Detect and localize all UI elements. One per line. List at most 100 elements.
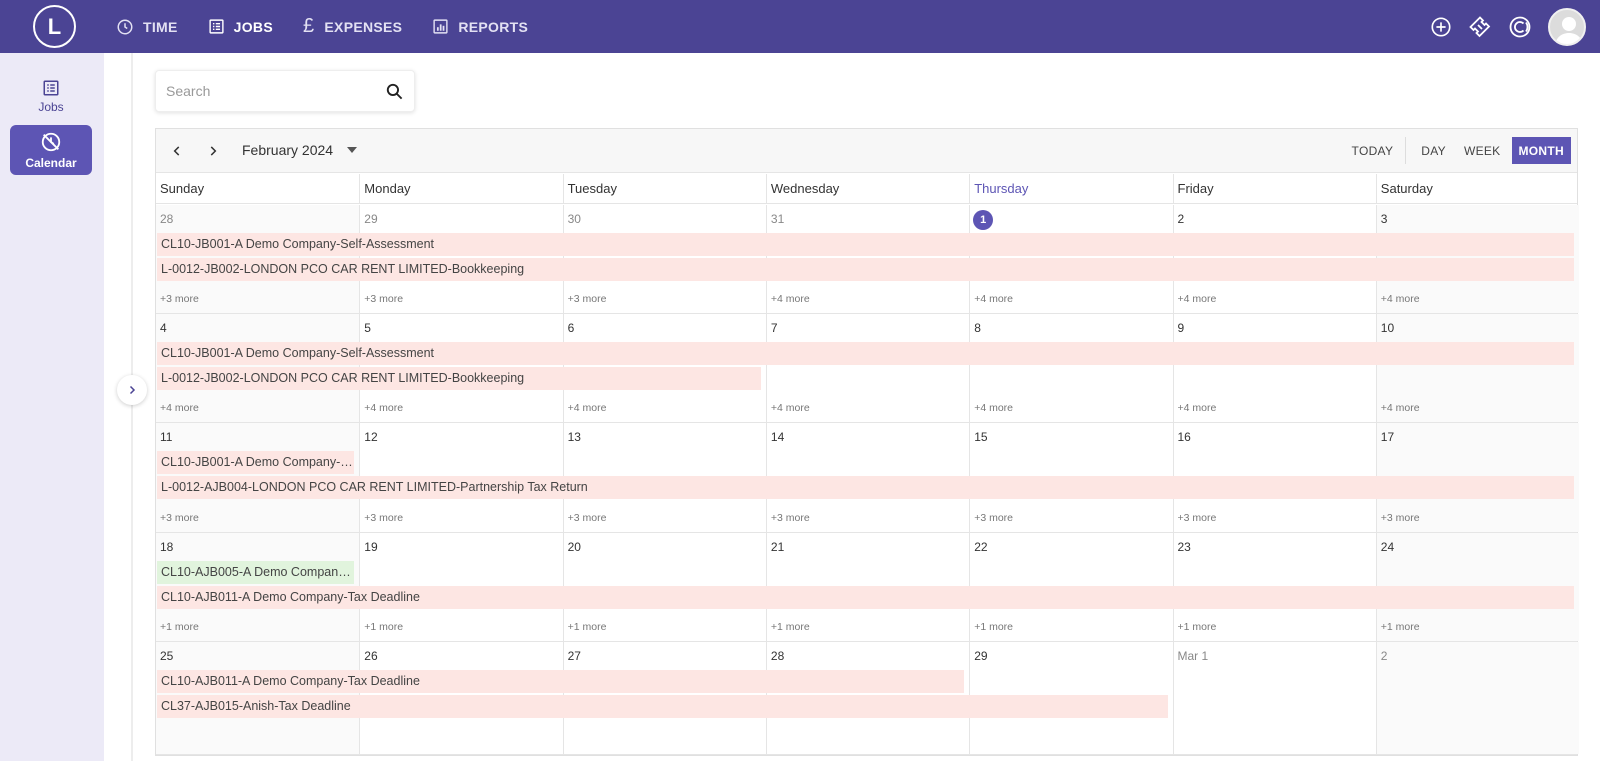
day-number[interactable]: 27 xyxy=(567,649,581,663)
day-number[interactable]: 25 xyxy=(160,649,174,663)
more-events-link[interactable]: +4 more xyxy=(1380,402,1420,414)
more-events-link[interactable]: +1 more xyxy=(770,621,810,633)
next-month-button[interactable] xyxy=(202,140,224,162)
more-events-link[interactable]: +3 more xyxy=(1177,512,1217,524)
day-cell[interactable]: 2 xyxy=(1375,642,1580,754)
more-events-link[interactable]: +4 more xyxy=(567,402,607,414)
add-circle-icon[interactable] xyxy=(1430,16,1452,38)
day-number[interactable]: Mar 1 xyxy=(1177,649,1209,663)
sidebar-item-calendar[interactable]: Calendar xyxy=(10,125,92,175)
nav-time[interactable]: TIME xyxy=(116,18,178,36)
calendar-event[interactable]: L-0012-JB002-LONDON PCO CAR RENT LIMITED… xyxy=(157,258,1575,281)
more-events-link[interactable]: +4 more xyxy=(974,293,1013,305)
day-number[interactable]: 19 xyxy=(364,540,378,554)
more-events-link[interactable]: +3 more xyxy=(364,512,404,524)
day-number[interactable]: 28 xyxy=(160,212,174,226)
more-events-link[interactable]: +4 more xyxy=(770,402,810,414)
day-number[interactable]: 4 xyxy=(160,321,167,335)
prev-month-button[interactable] xyxy=(166,140,188,162)
day-number[interactable]: 17 xyxy=(1380,430,1395,444)
calendar-event[interactable]: CL10-JB001-A Demo Company-Self-Assessmen… xyxy=(157,342,1575,365)
calendar-event[interactable]: CL10-JB001-A Demo Company-Self-Assessmen… xyxy=(157,451,355,474)
ticket-icon[interactable] xyxy=(1468,15,1492,39)
month-view-button[interactable]: MONTH xyxy=(1511,137,1571,164)
more-events-link[interactable]: +1 more xyxy=(1177,621,1217,633)
calendar-event[interactable]: CL10-AJB011-A Demo Company-Tax Deadline xyxy=(157,670,965,693)
day-number[interactable]: 18 xyxy=(160,540,174,554)
day-cell[interactable]: Mar 1 xyxy=(1172,642,1376,754)
week-view-button[interactable]: WEEK xyxy=(1463,143,1501,158)
calendar-event[interactable]: L-0012-AJB004-LONDON PCO CAR RENT LIMITE… xyxy=(157,476,1575,499)
nav-jobs[interactable]: JOBS xyxy=(208,18,273,35)
calendar-event[interactable]: CL10-JB001-A Demo Company-Self-Assessmen… xyxy=(157,233,1575,256)
calendar-event[interactable]: L-0012-JB002-LONDON PCO CAR RENT LIMITED… xyxy=(157,367,761,390)
day-view-button[interactable]: DAY xyxy=(1421,143,1446,158)
day-number[interactable]: 24 xyxy=(1380,540,1395,554)
avatar[interactable] xyxy=(1548,7,1586,46)
day-number[interactable]: 29 xyxy=(974,649,988,663)
day-cell[interactable]: 9 +4 more xyxy=(1172,314,1376,422)
day-number[interactable]: 2 xyxy=(1177,212,1185,226)
today-button[interactable]: TODAY xyxy=(1345,137,1407,164)
day-cell[interactable]: 7 +4 more xyxy=(765,314,969,422)
calendar-event[interactable]: CL10-AJB011-A Demo Company-Tax Deadline xyxy=(157,586,1575,609)
day-number[interactable]: 26 xyxy=(364,649,378,663)
day-cell[interactable]: 8 +4 more xyxy=(969,314,1172,422)
day-number[interactable]: 22 xyxy=(974,540,988,554)
expand-sidebar-button[interactable] xyxy=(117,375,147,405)
nav-expenses[interactable]: £ EXPENSES xyxy=(303,15,402,38)
day-number[interactable]: 10 xyxy=(1380,321,1395,335)
more-events-link[interactable]: +4 more xyxy=(160,402,199,414)
day-number[interactable]: 29 xyxy=(364,212,378,226)
day-number[interactable]: 13 xyxy=(567,430,581,444)
day-number[interactable]: 20 xyxy=(567,540,581,554)
more-events-link[interactable]: +4 more xyxy=(1177,402,1217,414)
more-events-link[interactable]: +3 more xyxy=(160,512,199,524)
more-events-link[interactable]: +1 more xyxy=(567,621,607,633)
more-events-link[interactable]: +1 more xyxy=(974,621,1013,633)
more-events-link[interactable]: +4 more xyxy=(1177,293,1217,305)
more-events-link[interactable]: +3 more xyxy=(364,293,404,305)
day-number[interactable]: 15 xyxy=(974,430,988,444)
more-events-link[interactable]: +3 more xyxy=(567,512,607,524)
more-events-link[interactable]: +3 more xyxy=(160,293,199,305)
more-events-link[interactable]: +3 more xyxy=(567,293,607,305)
day-number[interactable]: 2 xyxy=(1380,649,1388,663)
coin-icon[interactable] xyxy=(1508,15,1532,39)
day-number[interactable]: 28 xyxy=(770,649,785,663)
more-events-link[interactable]: +4 more xyxy=(974,402,1013,414)
day-number[interactable]: 23 xyxy=(1177,540,1191,554)
day-cell[interactable]: 1 +4 more xyxy=(969,205,1172,313)
day-number[interactable]: 14 xyxy=(770,430,785,444)
month-selector[interactable]: February 2024 xyxy=(242,142,358,158)
nav-reports[interactable]: REPORTS xyxy=(432,18,528,35)
more-events-link[interactable]: +4 more xyxy=(1380,293,1420,305)
day-number[interactable]: 7 xyxy=(770,321,778,335)
app-logo[interactable]: L xyxy=(33,5,76,48)
calendar-event[interactable]: CL37-AJB015-Anish-Tax Deadline xyxy=(157,695,1168,718)
more-events-link[interactable]: +3 more xyxy=(974,512,1013,524)
more-events-link[interactable]: +4 more xyxy=(364,402,404,414)
more-events-link[interactable]: +1 more xyxy=(364,621,404,633)
day-number[interactable]: 5 xyxy=(364,321,371,335)
day-number[interactable]: 11 xyxy=(160,430,173,444)
day-number[interactable]: 9 xyxy=(1177,321,1185,335)
day-number[interactable]: 31 xyxy=(770,212,785,226)
day-number[interactable]: 1 xyxy=(973,210,994,230)
day-number[interactable]: 8 xyxy=(974,321,981,335)
more-events-link[interactable]: +4 more xyxy=(770,293,810,305)
day-number[interactable]: 12 xyxy=(364,430,378,444)
day-number[interactable]: 30 xyxy=(567,212,581,226)
day-cell[interactable]: 10 +4 more xyxy=(1375,314,1580,422)
search-input[interactable] xyxy=(166,83,385,99)
day-number[interactable]: 3 xyxy=(1380,212,1388,226)
day-cell[interactable]: 31 +4 more xyxy=(765,205,969,313)
search-icon[interactable] xyxy=(385,82,404,101)
day-number[interactable]: 6 xyxy=(567,321,575,335)
more-events-link[interactable]: +1 more xyxy=(1380,621,1420,633)
calendar-event[interactable]: CL10-AJB005-A Demo Company-Tax Deadline xyxy=(157,561,355,584)
more-events-link[interactable]: +3 more xyxy=(770,512,810,524)
sidebar-item-jobs[interactable]: Jobs xyxy=(10,71,92,121)
more-events-link[interactable]: +1 more xyxy=(160,621,199,633)
day-number[interactable]: 21 xyxy=(770,540,785,554)
